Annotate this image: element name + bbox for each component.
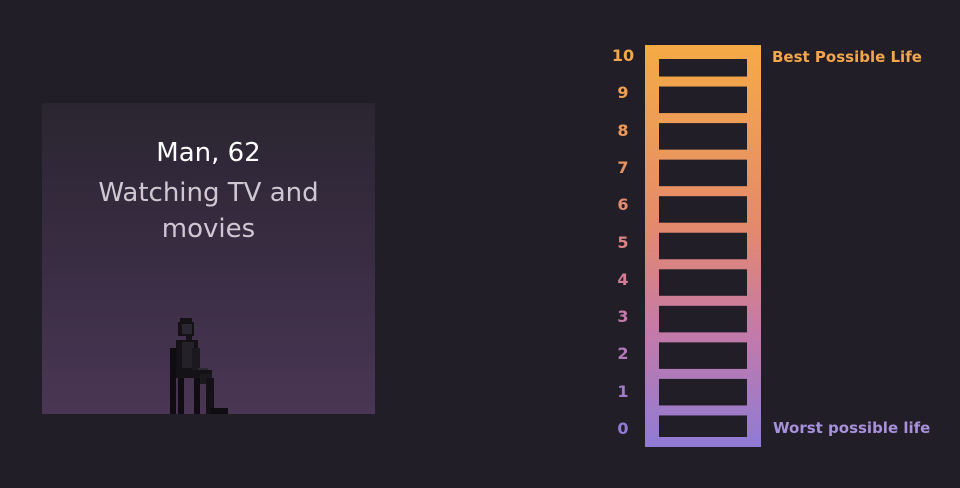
ladder-value-7: 7 xyxy=(617,157,629,177)
ladder-value-8: 8 xyxy=(617,120,629,140)
worst-life-label: Worst possible life xyxy=(773,419,931,437)
ladder-rung xyxy=(645,45,761,59)
ladder-rung xyxy=(645,113,761,124)
ladder-value-1: 1 xyxy=(617,381,629,401)
ladder-rung xyxy=(645,368,761,379)
respondent-activity: Watching TV and movies xyxy=(98,178,319,244)
ladder-value-4: 4 xyxy=(617,269,629,289)
ladder-value-10: 10 xyxy=(611,46,635,65)
ladder-value-3: 3 xyxy=(617,307,629,327)
ladder-value-6: 6 xyxy=(617,195,629,215)
ladder-rung xyxy=(645,295,761,306)
respondent-title: Man, 62 xyxy=(156,138,261,168)
ladder-left-rail xyxy=(645,45,659,447)
ladder-rung xyxy=(645,259,761,270)
ladder-value-5: 5 xyxy=(617,232,629,252)
ladder-rung xyxy=(645,76,761,87)
seated-man-figure xyxy=(170,318,228,414)
respondent-card: Man, 62 Watching TV and movies xyxy=(42,103,375,414)
ladder-rung xyxy=(645,186,761,197)
ladder-rung xyxy=(645,149,761,160)
ladder-value-0: 0 xyxy=(617,419,629,438)
ladder-right-rail xyxy=(747,45,761,447)
best-life-label: Best Possible Life xyxy=(772,48,922,66)
ladder-rung xyxy=(645,222,761,233)
ladder-rung xyxy=(645,332,761,343)
ladder-value-2: 2 xyxy=(617,344,629,364)
ladder-rung xyxy=(645,405,761,416)
ladder-rung xyxy=(645,437,761,447)
ladder-value-9: 9 xyxy=(617,83,629,103)
